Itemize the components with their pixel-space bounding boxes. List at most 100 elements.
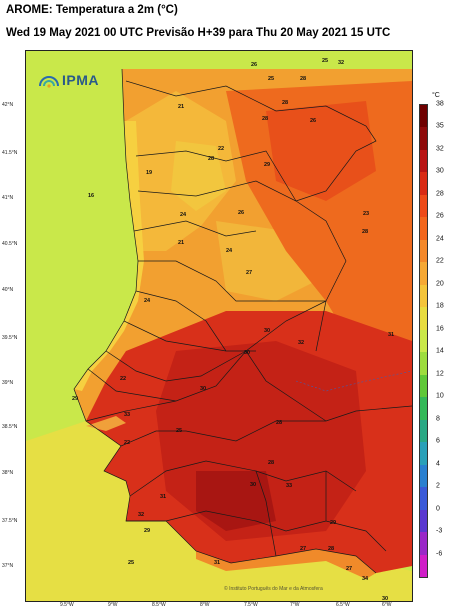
- colorbar-segment: [420, 239, 427, 263]
- station-temp-label: 23: [363, 211, 370, 217]
- latitude-label: 40.5°N: [2, 241, 18, 247]
- station-temp-label: 21: [178, 104, 185, 110]
- station-temp-label: 31: [388, 332, 395, 338]
- station-temp-label: 19: [146, 170, 153, 176]
- colorbar-tick-label: 32: [436, 145, 444, 153]
- colorbar-segment: [420, 149, 427, 173]
- colorbar-segment: [420, 217, 427, 241]
- temperature-map[interactable]: [25, 50, 413, 602]
- station-temp-label: 29: [330, 520, 337, 526]
- coastal-cool-strip: [74, 121, 144, 391]
- station-temp-label: 26: [238, 210, 245, 216]
- longitude-label: 6°W: [382, 602, 392, 608]
- colorbar-segment: [420, 374, 427, 398]
- colorbar-tick-label: 0: [436, 505, 440, 513]
- latitude-label: 38°N: [2, 470, 14, 476]
- station-temp-label: 25: [268, 76, 275, 82]
- tagus-estuary: [86, 416, 126, 431]
- north-coolest-zone: [171, 141, 226, 211]
- colorbar-segment: [420, 194, 427, 218]
- district-boundaries: [73, 68, 412, 574]
- station-temp-label: 28: [328, 546, 335, 552]
- colorbar-segment: [420, 105, 427, 128]
- longitude-label: 7.5°W: [244, 602, 258, 608]
- colorbar-tick-label: 10: [436, 392, 444, 400]
- station-temp-label: 28: [262, 116, 269, 122]
- station-temp-label: 25: [322, 58, 329, 64]
- latitude-label: 39.5°N: [2, 335, 18, 341]
- colorbar-tick-label: 26: [436, 212, 444, 220]
- station-temp-label: 22: [218, 146, 225, 152]
- longitude-label: 9.5°W: [60, 602, 74, 608]
- station-temp-label: 32: [138, 512, 145, 518]
- station-temp-label: 28: [300, 76, 307, 82]
- station-temp-label: 30: [264, 328, 271, 334]
- sun-arc-icon: [39, 76, 59, 88]
- colorbar-tick-label: -6: [436, 550, 443, 558]
- station-temp-label: 31: [214, 560, 221, 566]
- logo-text: IPMA: [62, 72, 99, 88]
- longitude-label: 8.5°W: [152, 602, 166, 608]
- latitude-label: 37°N: [2, 563, 14, 569]
- colorbar-tick-label: 20: [436, 280, 444, 288]
- latitude-label: 37.5°N: [2, 518, 18, 524]
- credit-text: © Instituto Português do Mar e da Atmosf…: [224, 586, 323, 592]
- colorbar-segment: [420, 464, 427, 488]
- latitude-label: 41°N: [2, 195, 14, 201]
- map-canvas: [26, 51, 412, 601]
- colorbar-tick-label: 35: [436, 122, 444, 130]
- station-temp-label: 33: [286, 483, 293, 489]
- colorbar-tick-label: -3: [436, 527, 443, 535]
- station-temp-label: 32: [338, 60, 345, 66]
- station-temp-label: 28: [276, 420, 283, 426]
- ipma-logo: IPMA: [38, 72, 99, 88]
- colorbar-unit: °C: [432, 92, 440, 99]
- station-temp-label: 28: [282, 100, 289, 106]
- longitude-label: 8°W: [200, 602, 210, 608]
- colorbar-segment: [420, 442, 427, 466]
- longitude-label: 6.5°W: [336, 602, 350, 608]
- colorbar-tick-label: 18: [436, 302, 444, 310]
- chart-title: AROME: Temperatura a 2m (°C): [6, 4, 178, 16]
- chart-subtitle: Wed 19 May 2021 00 UTC Previsão H+39 par…: [6, 27, 391, 39]
- hottest-zone: [196, 471, 276, 531]
- station-temp-label: 30: [244, 350, 251, 356]
- latitude-label: 40°N: [2, 287, 14, 293]
- colorbar-segment: [420, 284, 427, 308]
- colorbar-tick-label: 16: [436, 325, 444, 333]
- station-temp-label: 29: [72, 396, 79, 402]
- station-temp-label: 16: [88, 193, 95, 199]
- colorbar-segment: [420, 487, 427, 511]
- border-line: [295, 370, 412, 392]
- colorbar: [419, 104, 428, 578]
- latitude-label: 41.5°N: [2, 150, 18, 156]
- station-temp-label: 34: [362, 576, 369, 582]
- station-temp-label: 32: [298, 340, 305, 346]
- station-temp-label: 25: [128, 560, 135, 566]
- colorbar-tick-label: 4: [436, 460, 440, 468]
- station-temp-label: 28: [268, 460, 275, 466]
- colorbar-segment: [420, 397, 427, 421]
- station-temp-label: 24: [226, 248, 233, 254]
- colorbar-tick-label: 12: [436, 370, 444, 378]
- colorbar-segment: [420, 127, 427, 151]
- station-temp-label: 21: [178, 240, 185, 246]
- station-temp-label: 25: [176, 428, 183, 434]
- colorbar-tick-label: 24: [436, 235, 444, 243]
- station-temp-label: 30: [200, 386, 207, 392]
- latitude-label: 42°N: [2, 102, 14, 108]
- colorbar-segment: [420, 532, 427, 556]
- station-temp-label: 26: [251, 62, 258, 68]
- algarve-coast-strip: [196, 549, 376, 579]
- colorbar-segment: [420, 554, 427, 578]
- station-temp-label: 28: [208, 156, 215, 162]
- station-temp-label: 24: [144, 298, 151, 304]
- station-temp-label: 28: [362, 229, 369, 235]
- colorbar-tick-label: 22: [436, 257, 444, 265]
- station-temp-label: 29: [264, 162, 271, 168]
- colorbar-tick-label: 38: [436, 100, 444, 108]
- colorbar-segment: [420, 329, 427, 353]
- colorbar-tick-label: 2: [436, 482, 440, 490]
- colorbar-tick-label: 28: [436, 190, 444, 198]
- station-temp-label: 26: [310, 118, 317, 124]
